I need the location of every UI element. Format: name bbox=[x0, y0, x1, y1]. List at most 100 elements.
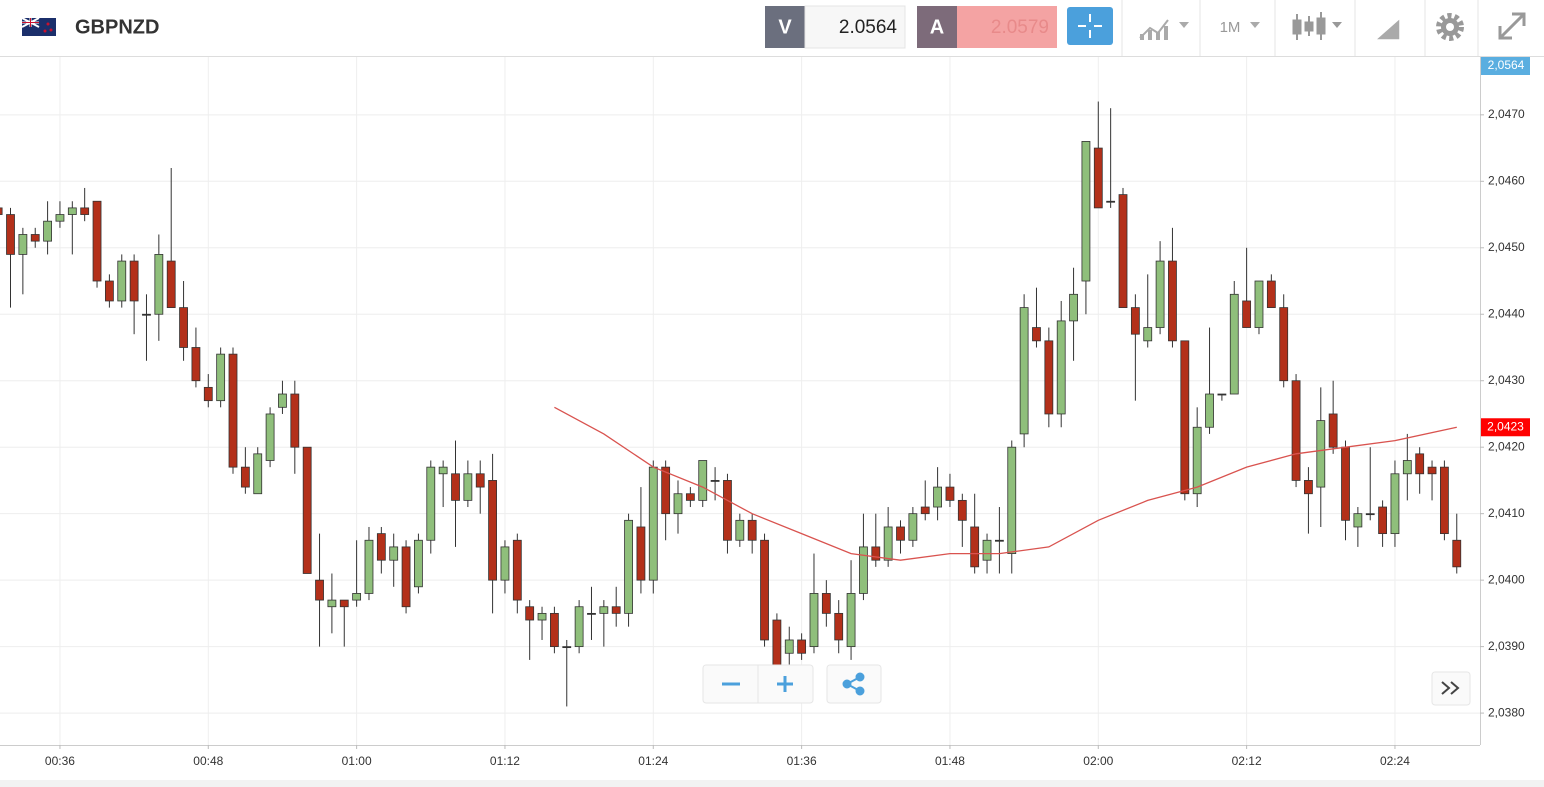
share-button[interactable] bbox=[826, 664, 882, 704]
symbol: GBPNZD bbox=[75, 16, 159, 38]
bid-price: 2.0564 bbox=[839, 17, 898, 38]
candle-body bbox=[265, 413, 275, 461]
candle-body bbox=[1341, 446, 1350, 521]
candle-body bbox=[80, 207, 90, 215]
candle-body bbox=[6, 214, 15, 255]
share-icon bbox=[842, 672, 865, 696]
y-tick-label: 2,0460 bbox=[1488, 173, 1525, 187]
candle-body bbox=[723, 480, 732, 541]
candle-body bbox=[191, 347, 201, 382]
candle-body bbox=[933, 486, 942, 508]
candle-body bbox=[784, 639, 794, 654]
candle-body bbox=[512, 539, 522, 601]
timeframe[interactable]: 1M bbox=[1220, 19, 1241, 36]
candle-body bbox=[1427, 466, 1437, 475]
candle-body bbox=[92, 200, 102, 282]
candle-body bbox=[104, 280, 114, 302]
y-tick-label: 2,0400 bbox=[1488, 572, 1525, 586]
candle-body bbox=[203, 386, 213, 402]
candle-body bbox=[1081, 141, 1091, 282]
candle-body bbox=[1044, 340, 1054, 415]
scroll-right-button[interactable] bbox=[1431, 671, 1471, 706]
candle-body bbox=[179, 307, 188, 348]
candle-body bbox=[414, 539, 423, 588]
candle-body bbox=[1106, 200, 1116, 203]
candle-body bbox=[1254, 280, 1264, 328]
candle-body bbox=[661, 466, 671, 515]
candle-body bbox=[228, 353, 238, 468]
candle-body bbox=[994, 539, 1004, 542]
y-tick-label: 2,0440 bbox=[1488, 306, 1525, 320]
candle-body bbox=[1130, 307, 1140, 335]
candle-body bbox=[463, 473, 473, 501]
candle-body bbox=[240, 466, 250, 488]
bid-box[interactable] bbox=[804, 5, 906, 49]
candle-body bbox=[475, 473, 485, 488]
candle-body bbox=[1217, 393, 1227, 396]
candle-body bbox=[154, 254, 164, 315]
candle-body bbox=[821, 593, 831, 614]
bid-label: V bbox=[778, 16, 792, 38]
candle-body bbox=[253, 453, 263, 495]
candle-body bbox=[327, 599, 337, 608]
x-tick-label: 01:00 bbox=[342, 754, 372, 768]
candle-body bbox=[945, 486, 955, 501]
flag-icon bbox=[21, 17, 56, 36]
ask-label: A bbox=[930, 16, 944, 38]
candle-body bbox=[18, 234, 28, 255]
candle-body bbox=[290, 393, 300, 448]
y-tick-label: 2,0430 bbox=[1488, 373, 1525, 387]
candle-body bbox=[970, 526, 980, 568]
candle-body bbox=[1378, 506, 1387, 535]
settings-icon[interactable] bbox=[1436, 13, 1464, 41]
candle-body bbox=[1402, 460, 1412, 475]
candle-body bbox=[549, 612, 559, 648]
fullscreen-icon[interactable] bbox=[1498, 12, 1526, 40]
y-tick-label: 2,0410 bbox=[1488, 506, 1525, 520]
candle-body bbox=[67, 207, 77, 215]
moving-average bbox=[554, 406, 1457, 561]
x-tick-label: 02:12 bbox=[1232, 754, 1262, 768]
candle-body bbox=[883, 526, 893, 561]
candle-body bbox=[0, 207, 3, 215]
candle-body bbox=[1019, 307, 1029, 435]
zoom-in[interactable] bbox=[777, 676, 793, 692]
candle-body bbox=[871, 546, 881, 561]
candle-body bbox=[389, 546, 399, 561]
candle-body bbox=[846, 593, 856, 648]
price-marker bbox=[1481, 418, 1530, 437]
candle-body bbox=[710, 480, 720, 482]
bid-button[interactable] bbox=[765, 6, 805, 48]
candle-body bbox=[760, 539, 769, 641]
candle-body bbox=[1192, 426, 1202, 495]
draw-icon[interactable] bbox=[1373, 16, 1401, 41]
candle-body bbox=[426, 466, 436, 541]
chart-type-icon[interactable] bbox=[1139, 19, 1189, 40]
candle-body bbox=[1304, 480, 1313, 495]
candle-body bbox=[1007, 446, 1017, 554]
candle-body bbox=[1069, 293, 1078, 322]
candle-body bbox=[525, 606, 535, 621]
candle-body bbox=[1032, 327, 1041, 342]
candle-body bbox=[772, 619, 782, 667]
candle-body bbox=[1180, 340, 1190, 495]
x-tick-label: 01:48 bbox=[935, 754, 965, 768]
candle-body bbox=[685, 493, 695, 501]
crosshair-button[interactable] bbox=[1067, 7, 1113, 45]
price-marker-label: 2,0423 bbox=[1487, 419, 1524, 433]
candle-style-icon[interactable] bbox=[1292, 12, 1342, 40]
bid-marker: 2,0564 bbox=[1488, 58, 1525, 72]
ask-button[interactable] bbox=[917, 6, 957, 48]
candle-body bbox=[401, 546, 411, 608]
ask-box[interactable] bbox=[957, 6, 1057, 48]
bottom-strip bbox=[0, 780, 1544, 787]
candle-body bbox=[599, 606, 609, 614]
y-tick-label: 2,0450 bbox=[1488, 240, 1525, 254]
zoom-controls bbox=[702, 664, 1471, 706]
x-tick-label: 02:00 bbox=[1083, 754, 1113, 768]
toolbar-separators bbox=[1121, 0, 1479, 56]
candle-body bbox=[1353, 513, 1363, 528]
candle-body bbox=[908, 513, 918, 541]
candle-body bbox=[1452, 539, 1462, 568]
